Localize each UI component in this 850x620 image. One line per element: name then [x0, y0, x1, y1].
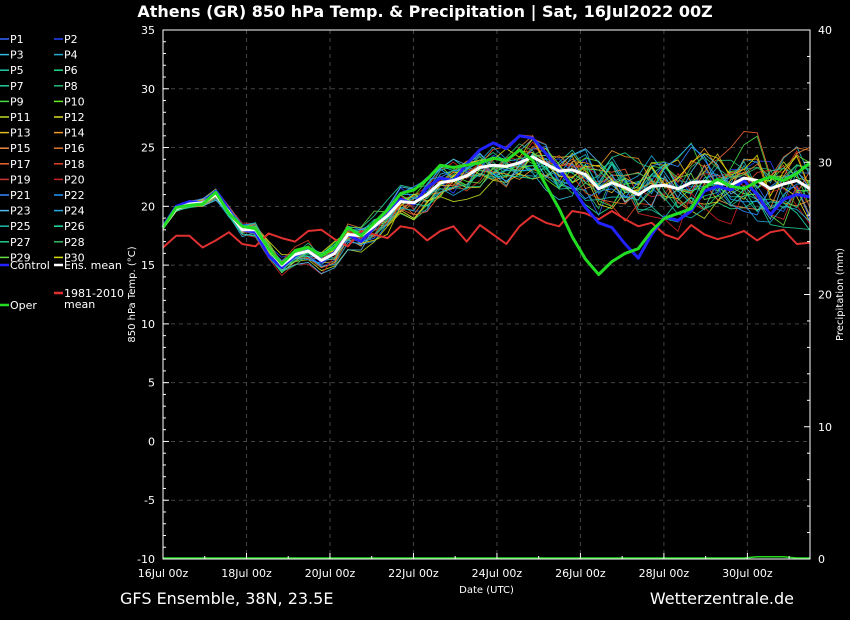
- legend-entry-line: mean: [64, 298, 95, 311]
- x-tick-label: 20Jul 00z: [305, 567, 356, 580]
- legend-entry: Control: [10, 259, 50, 272]
- y-tick-label: 15: [141, 259, 155, 272]
- series-line-1981-2010-mean: [162, 210, 811, 249]
- legend-entry: P18: [64, 158, 85, 171]
- legend-entry: P3: [10, 49, 24, 62]
- legend-entry: Ens. mean: [64, 259, 122, 272]
- legend-entry: P24: [64, 205, 85, 218]
- legend-entry: P27: [10, 236, 31, 249]
- y2-tick-label: 30: [818, 156, 832, 169]
- y2-tick-label: 20: [818, 289, 832, 302]
- plot-frame: [162, 29, 811, 560]
- site-credit: Wetterzentrale.de: [649, 589, 794, 608]
- legend-entry: P14: [64, 127, 85, 140]
- y-tick-label: 35: [141, 24, 155, 37]
- legend-entry: P25: [10, 220, 31, 233]
- legend-entry: 1981-2010 mean: [64, 287, 124, 311]
- legend-entry: P4: [64, 49, 78, 62]
- legend-entry: P11: [10, 111, 31, 124]
- legend-entry: P2: [64, 33, 78, 46]
- y-tick-label: 0: [148, 435, 155, 448]
- legend-entry: P7: [10, 80, 24, 93]
- y-tick-label: 25: [141, 142, 155, 155]
- y2-axis-label: Precipitation (mm): [835, 248, 846, 341]
- ensemble-member-line: [162, 152, 811, 273]
- y-tick-label: 20: [141, 200, 155, 213]
- legend-entry: P15: [10, 142, 31, 155]
- y2-tick-label: 10: [818, 421, 832, 434]
- model-info: GFS Ensemble, 38N, 23.5E: [120, 589, 334, 608]
- ensemble-member-line: [162, 150, 811, 256]
- legend-entry: P16: [64, 142, 85, 155]
- ensemble-member-line: [162, 143, 811, 273]
- legend-entry: P22: [64, 189, 85, 202]
- y-tick-label: -10: [137, 553, 155, 566]
- x-tick-label: 30Jul 00z: [722, 567, 773, 580]
- legend-entry: P29: [10, 251, 31, 264]
- legend-entry: P10: [64, 95, 85, 108]
- y-axis-label: 850 hPa Temp. (°C): [127, 246, 138, 342]
- legend-entry: P17: [10, 158, 31, 171]
- legend-entry: P5: [10, 64, 24, 77]
- legend-layer: P1 P2 P3 P4 P5 P6 P7 P8 P9 P10 P11 P12 P13 P14 P15 P16 P…: [0, 33, 124, 312]
- legend-entry: Oper: [10, 299, 37, 312]
- legend-entry: P19: [10, 173, 31, 186]
- y2-tick-label: 0: [818, 553, 825, 566]
- legend-entry-line: 1981-2010: [64, 287, 124, 300]
- legend-entry: P6: [64, 64, 78, 77]
- main-series-layer: [161, 134, 811, 559]
- grid-layer: [162, 29, 810, 560]
- legend-entry: P12: [64, 111, 85, 124]
- legend-entry: P30: [64, 251, 85, 264]
- x-tick-label: 24Jul 00z: [472, 567, 523, 580]
- legend-entry: P9: [10, 95, 24, 108]
- x-tick-label: 28Jul 00z: [639, 567, 690, 580]
- axes-layer: 35 30 25 20 15 10 5 0 -5 -10 40 30 20 10 0 16Jul 00z 18J…: [137, 24, 832, 580]
- legend-entry: P1: [10, 33, 24, 46]
- series-line-control: [161, 134, 811, 269]
- x-tick-label: 16Jul 00z: [138, 567, 189, 580]
- legend-entry: P21: [10, 189, 31, 202]
- y-tick-label: 30: [141, 83, 155, 96]
- series-line-oper: [161, 148, 811, 276]
- precipitation-line-oper: [163, 555, 810, 559]
- legend-entry: P26: [64, 220, 85, 233]
- x-tick-label: 26Jul 00z: [555, 567, 606, 580]
- y-tick-label: 5: [148, 377, 155, 390]
- y-tick-label: -5: [144, 494, 155, 507]
- y2-tick-label: 40: [818, 24, 832, 37]
- legend-entry: P20: [64, 173, 85, 186]
- x-tick-label: 22Jul 00z: [388, 567, 439, 580]
- legend-entry: P23: [10, 205, 31, 218]
- y-tick-label: 10: [141, 318, 155, 331]
- legend-entry: P28: [64, 236, 85, 249]
- chart-title: Athens (GR) 850 hPa Temp. & Precipitatio…: [137, 2, 713, 21]
- ensemble-members-layer: [162, 131, 811, 277]
- ensemble-member-line: [162, 134, 811, 269]
- legend-entry: P8: [64, 80, 78, 93]
- legend-entry: P13: [10, 127, 31, 140]
- x-tick-label: 18Jul 00z: [221, 567, 272, 580]
- x-axis-label: Date (UTC): [459, 585, 514, 596]
